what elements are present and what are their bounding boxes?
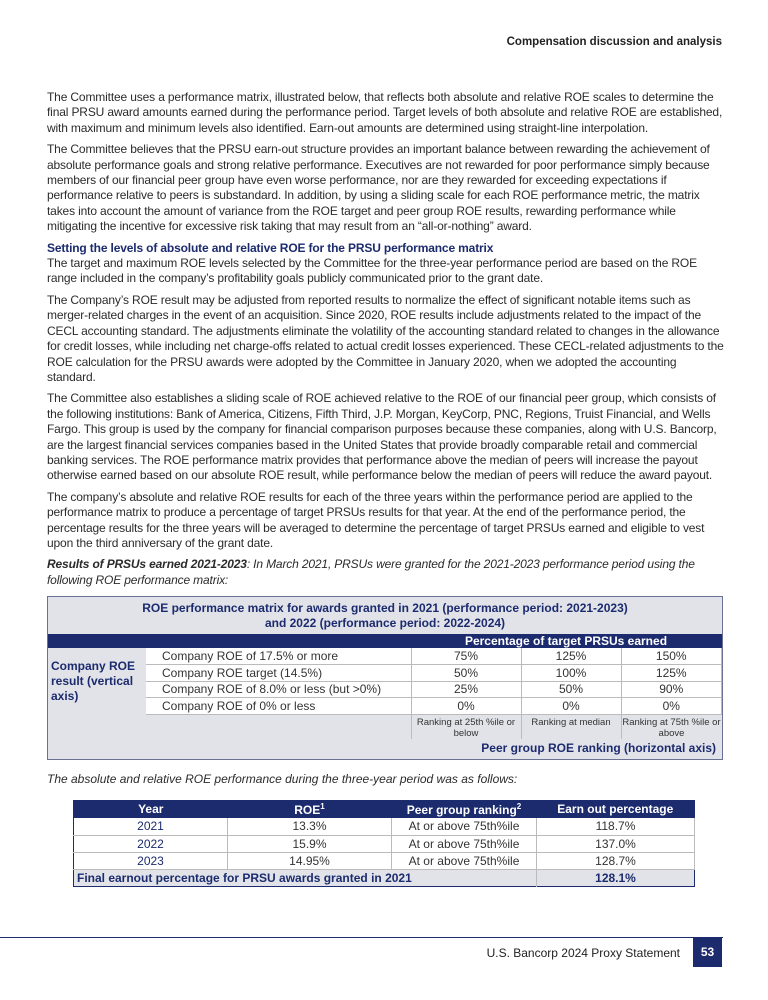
matrix-table: Company ROE result (vertical axis) Compa…: [48, 648, 722, 739]
ranking-label: Ranking at median: [521, 714, 622, 739]
matrix-band: Percentage of target PRSUs earned: [48, 634, 722, 649]
row-label: Company ROE of 0% or less: [146, 697, 412, 715]
col-header: Year: [73, 800, 228, 819]
vertical-axis-label: Company ROE result (vertical axis): [48, 648, 146, 715]
paragraph: The target and maximum ROE levels select…: [47, 256, 697, 286]
cell: 125%: [521, 648, 622, 666]
cell: 15.9%: [227, 835, 392, 853]
footer-text: U.S. Bancorp 2024 Proxy Statement: [486, 946, 680, 960]
header-row: Year ROE1 Peer group ranking2 Earn out p…: [73, 800, 695, 819]
ranking-label: Ranking at 75th %ile or above: [622, 716, 721, 739]
ranking-label: Ranking at 25th %ile or below: [411, 714, 522, 739]
cell: 13.3%: [227, 818, 392, 836]
section-header: Compensation discussion and analysis: [506, 36, 722, 48]
cell: 14.95%: [227, 852, 392, 870]
page-number: 53: [693, 938, 722, 967]
paragraph: The Company’s ROE result may be adjusted…: [47, 292, 724, 384]
col-header: Peer group ranking2: [391, 800, 537, 819]
matrix-row: Company ROE of 0% or less 0% 0% 0%: [48, 697, 722, 715]
results-intro: Results of PRSUs earned 2021-2023: In Ma…: [47, 557, 725, 588]
cell: At or above 75th%ile: [391, 852, 537, 870]
subheading: Setting the levels of absolute and relat…: [47, 240, 494, 255]
cell: 2021: [73, 818, 228, 836]
cell: 150%: [621, 648, 722, 666]
table-row: 2021 13.3% At or above 75th%ile 118.7%: [73, 818, 695, 836]
ranking-row: Ranking at 25th %ile or below Ranking at…: [48, 714, 722, 739]
spacer: [146, 714, 412, 739]
paragraph: The company’s absolute and relative ROE …: [47, 489, 705, 550]
horizontal-axis-label: Peer group ROE ranking (horizontal axis): [481, 740, 716, 755]
cell: 100%: [521, 664, 622, 682]
cell: 2022: [73, 835, 228, 853]
matrix-title-line: ROE performance matrix for awards grante…: [142, 601, 628, 616]
paragraph: The Committee believes that the PRSU ear…: [47, 142, 710, 234]
cell: At or above 75th%ile: [391, 818, 537, 836]
table-row: 2022 15.9% At or above 75th%ile 137.0%: [73, 835, 695, 853]
cell: 137.0%: [536, 835, 695, 853]
final-value: 128.1%: [536, 869, 695, 887]
row-label: Company ROE of 17.5% or more: [146, 648, 412, 666]
cell: 0%: [521, 697, 622, 715]
cell: 118.7%: [536, 818, 695, 836]
cell: 128.7%: [536, 852, 695, 870]
footnote-ref: 1: [320, 801, 325, 811]
results-intro-bold: Results of PRSUs earned 2021-2023: [47, 557, 247, 572]
cell: 50%: [521, 681, 622, 699]
cell: 0%: [621, 697, 722, 715]
cell: At or above 75th%ile: [391, 835, 537, 853]
col-header-text: ROE: [294, 802, 321, 817]
paragraph: The Committee also establishes a sliding…: [47, 391, 717, 483]
body-text: The Committee uses a performance matrix,…: [47, 90, 725, 588]
matrix-row: Company ROE target (14.5%) 50% 100% 125%: [48, 664, 722, 682]
footer-divider: [0, 937, 723, 938]
results-caption: The absolute and relative ROE performanc…: [47, 771, 518, 786]
matrix-title: ROE performance matrix for awards grante…: [48, 597, 722, 634]
content: The Committee uses a performance matrix,…: [47, 90, 725, 887]
matrix-row: Company ROE result (vertical axis) Compa…: [48, 648, 722, 715]
matrix-title-line: and 2022 (performance period: 2022-2024): [264, 616, 506, 631]
paragraph: The Committee uses a performance matrix,…: [47, 90, 723, 135]
results-table: Year ROE1 Peer group ranking2 Earn out p…: [73, 799, 695, 887]
matrix-row: Company ROE of 8.0% or less (but >0%) 25…: [48, 681, 722, 699]
results-intro-text: : In March 2021, PRSUs were granted for …: [47, 557, 695, 587]
cell: 0%: [411, 697, 522, 715]
cell: 90%: [621, 681, 722, 699]
final-label: Final earnout percentage for PRSU awards…: [73, 869, 537, 887]
col-header: Earn out percentage: [536, 800, 695, 819]
cell: 75%: [411, 648, 522, 666]
table-row: 2023 14.95% At or above 75th%ile 128.7%: [73, 852, 695, 870]
row-label: Company ROE of 8.0% or less (but >0%): [146, 681, 412, 699]
roe-matrix: ROE performance matrix for awards grante…: [47, 596, 723, 760]
spacer: [48, 714, 146, 739]
col-header: ROE1: [227, 800, 392, 819]
row-label: Company ROE target (14.5%): [146, 664, 412, 682]
col-header-text: Peer group ranking: [406, 802, 517, 817]
final-row: Final earnout percentage for PRSU awards…: [73, 869, 695, 887]
cell: 50%: [411, 664, 522, 682]
footnote-ref: 2: [516, 801, 522, 811]
cell: 2023: [73, 852, 228, 870]
cell: 25%: [411, 681, 522, 699]
cell: 125%: [621, 664, 722, 682]
